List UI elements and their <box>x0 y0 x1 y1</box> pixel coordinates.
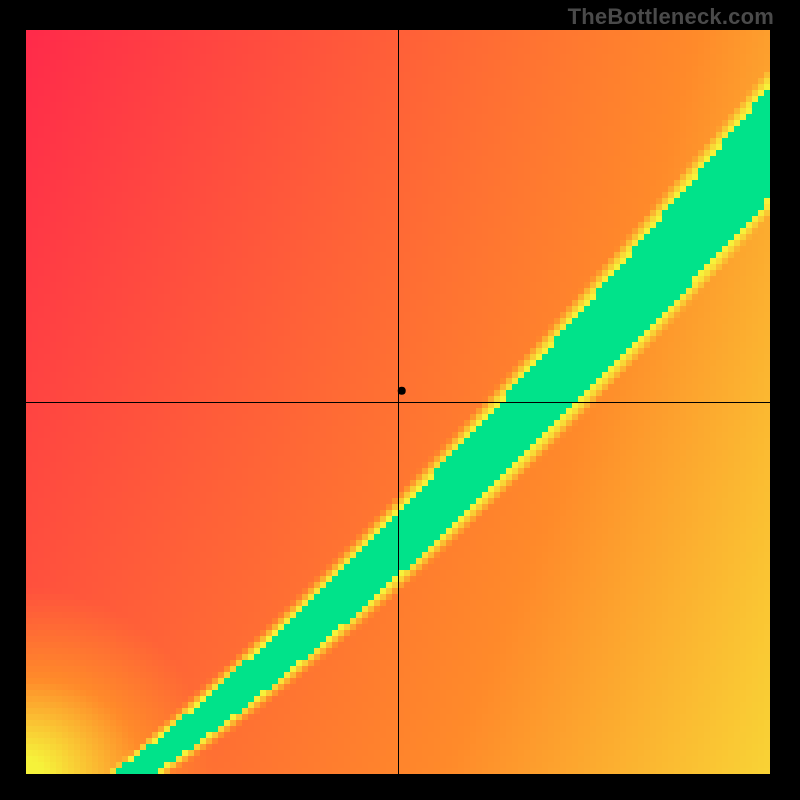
bottleneck-heatmap <box>0 0 800 800</box>
watermark-text: TheBottleneck.com <box>568 4 774 30</box>
